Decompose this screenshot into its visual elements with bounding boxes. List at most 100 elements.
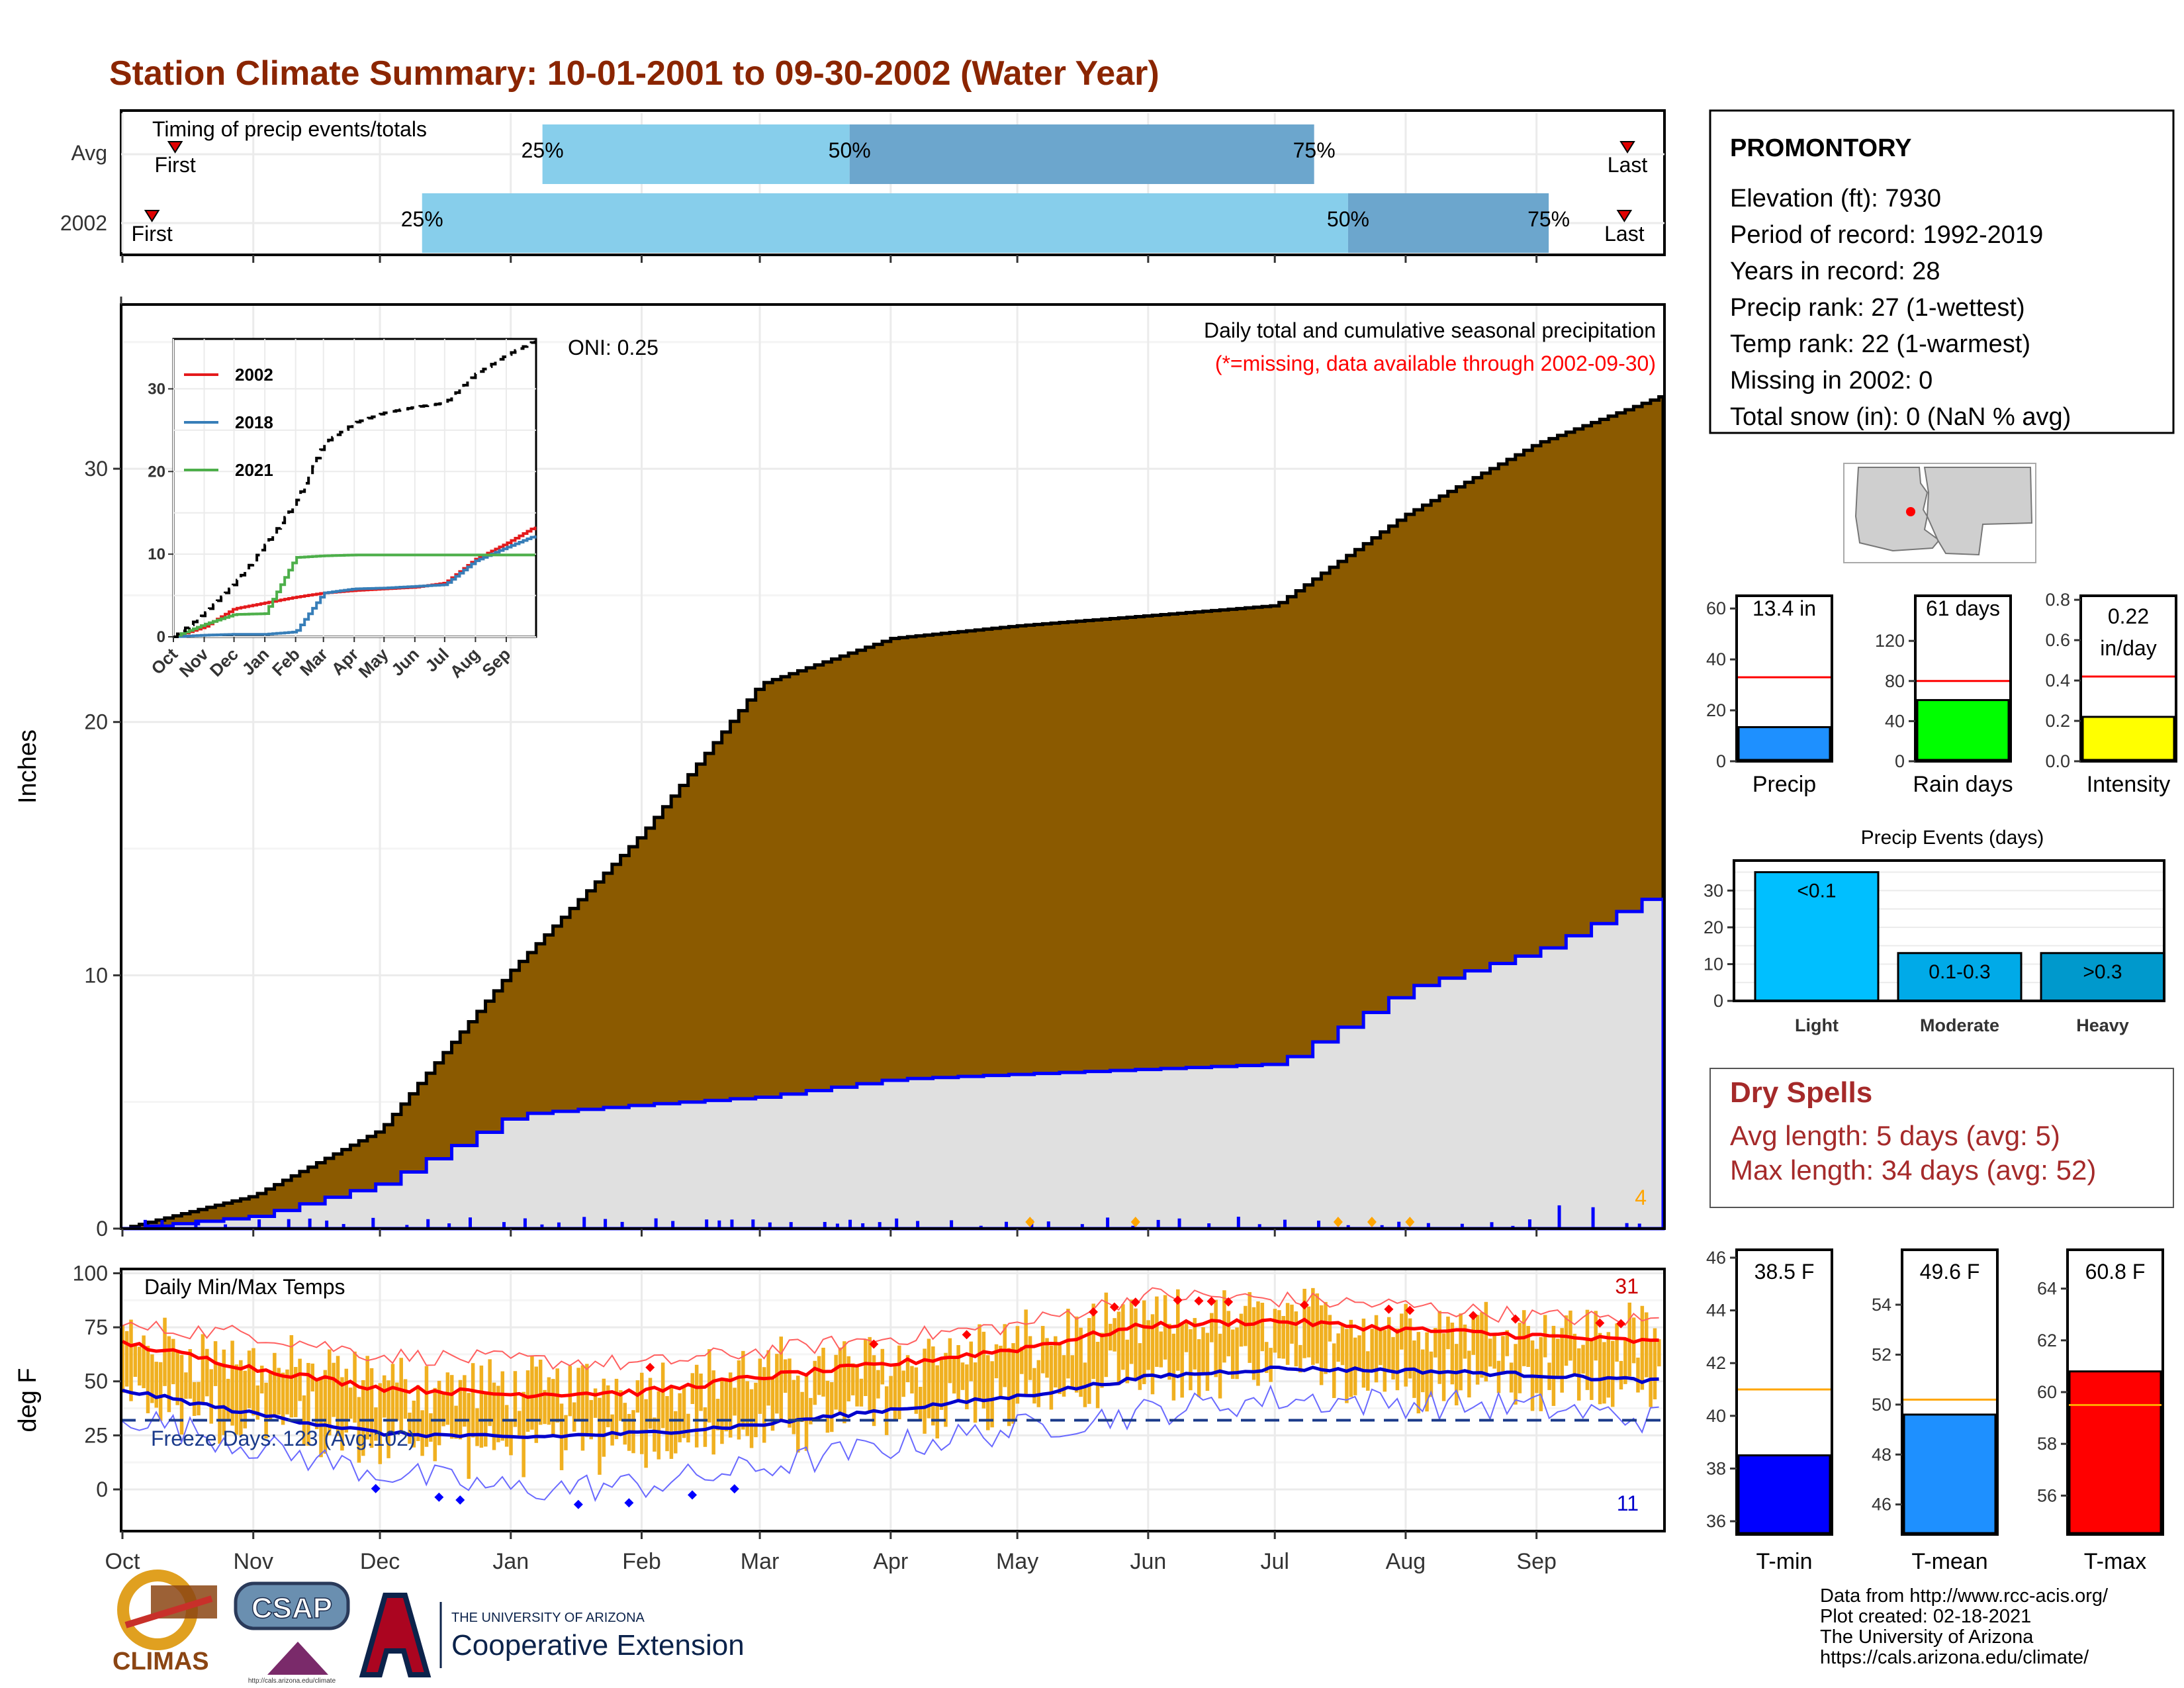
temp-range-bar (918, 1386, 923, 1421)
csap-url: http://cals.arizona.edu/climate (248, 1677, 336, 1685)
temp-range-bar (825, 1380, 830, 1433)
temp-range-bar (994, 1344, 999, 1379)
temp-range-bar (479, 1365, 484, 1448)
footer-credits: Data from http://www.rcc-acis.org/Plot c… (1820, 1585, 2109, 1668)
month-x-tick-label: Apr (873, 1549, 908, 1574)
temp-range-bar (471, 1363, 475, 1438)
timing-bar-25-50 (542, 124, 850, 184)
precip-daily-bar (1236, 1217, 1240, 1229)
temp-range-bar (365, 1356, 369, 1440)
temp-range-bar (1248, 1291, 1251, 1363)
temp-range-bar (889, 1376, 893, 1409)
events-frame (1733, 859, 2165, 1002)
precip-year-area (122, 898, 1665, 1231)
precip-y-ticks: 0 10 20 30 (84, 457, 121, 1241)
temp-y-tick-label: 0 (96, 1477, 108, 1501)
temp-range-bar (1585, 1309, 1590, 1390)
station-line: Years in record: 28 (1730, 258, 1940, 285)
temp-y-tick-label: 25 (84, 1423, 108, 1447)
temp-range-bar (1024, 1309, 1028, 1396)
events-bar (1754, 871, 1880, 1002)
temp-summary-tick-label: 50 (1872, 1395, 1891, 1415)
temp-range-bar (1226, 1311, 1231, 1356)
temp-range-bar (403, 1379, 408, 1419)
month-x-tick-label: May (996, 1549, 1038, 1574)
temp-range-bar (745, 1381, 749, 1436)
station-line: Precip rank: 27 (1-wettest) (1730, 294, 2025, 322)
precip-daily-bar (1131, 1225, 1135, 1229)
timing-label: Timing of precip events/totals (152, 117, 427, 141)
timing-row-2002-label: 2002 (60, 211, 107, 235)
temp-range-bar (1074, 1316, 1079, 1393)
inset-legend: 2002 2018 2021 (184, 365, 273, 480)
temp-range-bar (914, 1367, 919, 1414)
temp-range-bar (133, 1342, 138, 1377)
temp-range-bar (543, 1389, 547, 1425)
temp-range-bar (302, 1395, 306, 1446)
temp-range-bar (952, 1356, 956, 1394)
month-x-tick-label: Sep (1516, 1549, 1557, 1574)
record-high-marker (1194, 1296, 1204, 1306)
temp-range-bar (382, 1375, 387, 1418)
temp-summary-value (1903, 1413, 1997, 1534)
temp-summary-value-label: 60.8 F (2085, 1260, 2146, 1284)
temp-range-bar (247, 1350, 251, 1409)
precip-daily-bar (1005, 1221, 1009, 1229)
temp-range-bar (1281, 1316, 1285, 1359)
dry-spells-title: Dry Spells (1730, 1076, 1872, 1109)
record-high-marker (1088, 1307, 1098, 1317)
temp-range-bar (1560, 1328, 1564, 1393)
temp-range-bar (1361, 1318, 1366, 1388)
temp-range-bar (1619, 1360, 1623, 1390)
mini-bar-tick-label: 0.4 (2045, 671, 2070, 690)
temp-range-bar (551, 1379, 555, 1435)
temp-range-bar (1509, 1362, 1514, 1393)
temp-range-bar (619, 1390, 623, 1421)
temp-range-bar (1475, 1315, 1480, 1385)
precip-daily-bar (1316, 1220, 1320, 1229)
last-marker-icon (1616, 210, 1633, 222)
temp-range-bar (665, 1395, 669, 1452)
temp-summary-label: T-min (1756, 1549, 1813, 1574)
temp-range-bar (990, 1361, 994, 1428)
temp-range-bar (855, 1364, 859, 1407)
precip-daily-bar (1207, 1223, 1211, 1229)
temp-range-bar (720, 1378, 724, 1444)
temp-range-bar (585, 1364, 589, 1437)
precip-y-tick-label: 10 (84, 963, 108, 987)
precip-daily-bar (447, 1223, 451, 1229)
record-high-marker (1130, 1297, 1140, 1307)
precip-avg-area (122, 395, 1665, 1231)
temp-range-bar (809, 1397, 813, 1425)
temp-range-bar (197, 1382, 201, 1416)
precip-daily-bar (523, 1218, 527, 1229)
inset-legend-label: 2021 (235, 460, 273, 480)
temp-range-bar (226, 1378, 230, 1420)
temp-range-bar (496, 1385, 500, 1442)
precip-daily-bar (1106, 1217, 1110, 1229)
timing-panel: 25% 50% 75% First Last 25% 50% 75% First Last Tim… (60, 109, 1666, 263)
temp-range-bar (424, 1366, 429, 1447)
temp-range-bar (1551, 1325, 1556, 1406)
mini-bar-unit-label: in/day (2100, 636, 2156, 660)
temp-range-bar (1437, 1311, 1441, 1384)
timing-50-label: 50% (1327, 207, 1369, 231)
month-x-tick-label: Oct (105, 1549, 140, 1574)
precip-y-tick-label: 30 (84, 457, 108, 481)
temp-range-bar (939, 1357, 944, 1410)
temp-range-bar (1606, 1332, 1611, 1398)
temp-range-bar (788, 1358, 792, 1428)
temp-range-bar (1285, 1303, 1290, 1365)
temp-range-bar (775, 1354, 779, 1414)
precip-daily-bar (1625, 1223, 1629, 1229)
temp-range-bar (1459, 1313, 1463, 1391)
precip-daily-bar (371, 1217, 375, 1229)
temp-range-bar (783, 1359, 788, 1393)
temp-summary-tick-label: 52 (1872, 1344, 1891, 1364)
temp-range-bar (332, 1362, 336, 1417)
precip-daily-bar (194, 1219, 198, 1229)
temp-range-bar (1230, 1329, 1235, 1380)
temp-range-bar (1294, 1311, 1298, 1367)
precip-y-tick-label: 20 (84, 710, 108, 734)
mini-bar-value-label: 0.22 (2108, 604, 2149, 628)
